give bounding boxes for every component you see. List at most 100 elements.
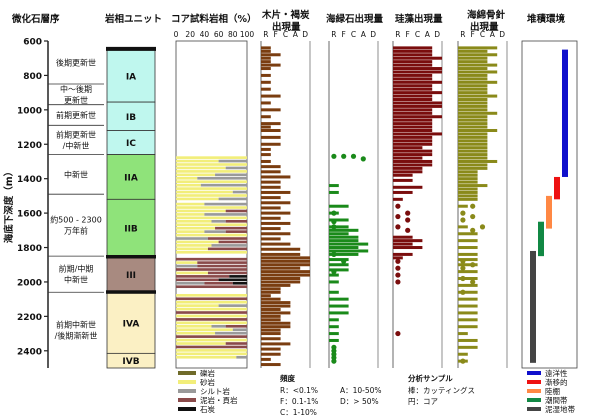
abundance-bar — [261, 259, 310, 263]
litho-unit-label: IIB — [124, 225, 138, 235]
abundance-bar — [393, 115, 442, 119]
abundance-bar — [261, 287, 281, 291]
abundance-bar — [393, 246, 423, 250]
abundance-tick-label: R — [331, 30, 336, 39]
depth-axis-title: 海底下深度（m） — [3, 167, 15, 243]
abundance-bar — [393, 178, 413, 182]
abundance-bar — [261, 115, 271, 119]
abundance-bar — [458, 149, 488, 153]
abundance-bar — [261, 227, 281, 231]
abundance-bar — [458, 84, 488, 88]
abundance-bar — [261, 94, 281, 98]
environment-legend-swatch — [527, 407, 541, 411]
core-lithology-segment — [176, 230, 205, 233]
abundance-bar — [261, 53, 281, 57]
depth-tick-label: 2400 — [17, 347, 42, 357]
abundance-bar — [458, 225, 468, 229]
core-lithology-segment — [211, 219, 226, 223]
abundance-bar — [329, 263, 349, 267]
depth-tick-label: 1600 — [17, 210, 42, 220]
core-lithology-segment — [218, 240, 247, 244]
abundance-bar — [261, 122, 281, 126]
abundance-dot — [331, 358, 337, 364]
abundance-bar — [458, 122, 488, 126]
litho-unit-column: IA IB IC IIA IIB III IVA IVB — [106, 46, 156, 369]
core-lithology-segment — [176, 261, 198, 264]
lithology-legend-swatch — [178, 371, 196, 375]
abundance-bar — [393, 156, 423, 160]
abundance-bar — [458, 258, 478, 262]
abundance-bar — [393, 185, 423, 189]
depth-tick-label: 1000 — [17, 106, 42, 116]
core-lithology-segment — [225, 342, 247, 345]
abundance-tick-label: F — [342, 30, 346, 39]
depth-tick-label: 2000 — [17, 278, 42, 288]
abundance-bar — [261, 73, 271, 77]
core-lithology-segment — [215, 173, 247, 177]
core-lithology-segment — [176, 335, 247, 338]
core-lithology-segment — [176, 206, 247, 209]
abundance-bar — [458, 108, 488, 112]
abundance-dot — [341, 258, 347, 264]
abundance-dot — [395, 224, 401, 230]
abundance-bar — [458, 156, 488, 160]
environment-bar — [554, 176, 560, 200]
abundance-dot — [470, 203, 476, 209]
abundance-bar — [393, 149, 433, 153]
abundance-bar — [458, 46, 498, 50]
core-lithology-segment — [211, 244, 247, 247]
environment-legend-swatch — [527, 398, 541, 402]
core-lithology-segment — [176, 285, 247, 289]
abundance-bar — [261, 325, 291, 329]
abundance-bar — [458, 163, 488, 167]
abundance-bar — [261, 256, 310, 260]
core-lithology-segment — [176, 300, 247, 304]
abundance-dot — [350, 153, 357, 159]
abundance-dot — [395, 265, 401, 271]
abundance-bar — [458, 270, 478, 274]
abundance-bar — [261, 87, 271, 91]
abundance-bar — [458, 352, 468, 356]
litho-unit-label: IVA — [123, 319, 140, 329]
abundance-bar — [329, 304, 349, 308]
abundance-tick-label: F — [274, 30, 278, 39]
abundance-bar — [393, 142, 433, 146]
litho-unit-box — [106, 154, 156, 200]
abundance-bar — [261, 101, 271, 105]
abundance-bar — [458, 139, 488, 143]
abundance-bar — [329, 268, 349, 272]
abundance-bar — [261, 46, 271, 50]
abundance-bar — [329, 338, 339, 342]
abundance-dot — [395, 213, 401, 220]
core-lithology-segment — [176, 197, 219, 201]
core-lithology-segment — [215, 226, 247, 230]
abundance-bar — [329, 239, 359, 243]
abundance-bar — [458, 56, 488, 60]
abundance-bar — [393, 173, 413, 177]
abundance-bar — [261, 294, 271, 298]
unit-boundary-bar — [106, 290, 156, 294]
abundance-bar — [261, 263, 310, 267]
core-lithology-segment — [176, 331, 216, 335]
depth-tick-label: 800 — [23, 72, 42, 82]
abundance-bar — [458, 125, 488, 129]
fossil-zone-label: /後期漸新世 — [55, 331, 98, 341]
abundance-bar — [261, 304, 291, 308]
environment-bar — [546, 195, 552, 229]
abundance-dot — [395, 330, 401, 337]
abundance-bar — [261, 128, 281, 132]
abundance-bar — [458, 91, 488, 95]
core-lithology-segment — [176, 304, 219, 307]
abundance-bar — [261, 247, 301, 251]
frequency-legend-item: F：0.1-1% — [280, 397, 318, 406]
abundance-bar — [458, 184, 488, 188]
abundance-bar — [261, 80, 271, 84]
abundance-bar — [329, 311, 349, 315]
abundance-dot — [470, 262, 476, 268]
abundance-bar — [261, 170, 281, 174]
unit-top-bar — [106, 46, 156, 51]
abundance-bar — [393, 132, 442, 136]
abundance-bar — [329, 225, 349, 229]
abundance-bar — [261, 108, 281, 112]
